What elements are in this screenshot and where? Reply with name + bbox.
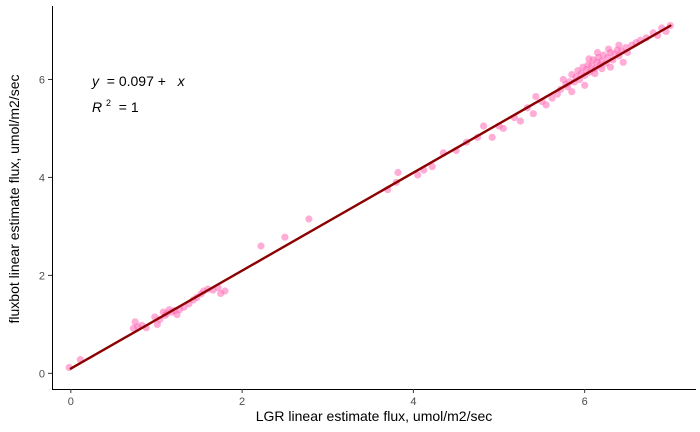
- data-point: [606, 63, 615, 71]
- data-point: [305, 215, 313, 223]
- y-tick-label: 0: [39, 368, 45, 380]
- fit-line: [69, 24, 672, 370]
- x-axis-title: LGR linear estimate flux, umol/m2/sec: [256, 408, 493, 424]
- data-point: [548, 94, 556, 102]
- data-point: [499, 124, 507, 132]
- x-tick-label: 2: [239, 396, 245, 408]
- y-axis-title: fluxbot linear estimate flux, umol/m2/se…: [6, 75, 22, 324]
- y-tick-label: 2: [39, 270, 45, 282]
- data-point: [414, 171, 422, 179]
- r2-rhs: = 1: [115, 99, 139, 115]
- r2-sup: 2: [106, 98, 111, 108]
- data-point: [532, 93, 540, 101]
- data-point: [615, 41, 623, 49]
- data-point: [480, 122, 488, 130]
- data-point: [488, 133, 496, 141]
- data-point: [619, 58, 627, 66]
- data-point: [529, 110, 537, 118]
- data-point: [394, 168, 402, 177]
- data-point: [281, 233, 289, 241]
- equation-annotation: y = 0.097 + x: [91, 73, 186, 89]
- points-layer: [65, 22, 674, 372]
- x-tick-label: 4: [410, 396, 416, 408]
- data-point: [568, 88, 576, 96]
- data-point: [593, 48, 602, 57]
- data-point: [605, 45, 613, 53]
- data-point: [428, 163, 436, 171]
- y-tick-label: 6: [39, 74, 45, 86]
- data-point: [585, 55, 593, 63]
- equation-var: x: [177, 73, 186, 89]
- data-point: [516, 117, 525, 125]
- equation-rhs: = 0.097 +: [103, 73, 174, 89]
- x-tick-label: 6: [582, 396, 588, 408]
- x-tick-label: 0: [68, 396, 74, 408]
- equation-lhs: y: [91, 73, 100, 89]
- r2-annotation: R 2 = 1: [92, 93, 139, 115]
- y-tick-label: 4: [39, 172, 45, 184]
- r2-base: R: [92, 99, 102, 115]
- data-point: [581, 81, 589, 89]
- data-point: [257, 242, 265, 250]
- data-point: [221, 287, 229, 295]
- data-point: [542, 101, 550, 109]
- data-point: [591, 70, 599, 78]
- ticks-layer: 0 2 4 6 0 2 4 6: [39, 74, 588, 408]
